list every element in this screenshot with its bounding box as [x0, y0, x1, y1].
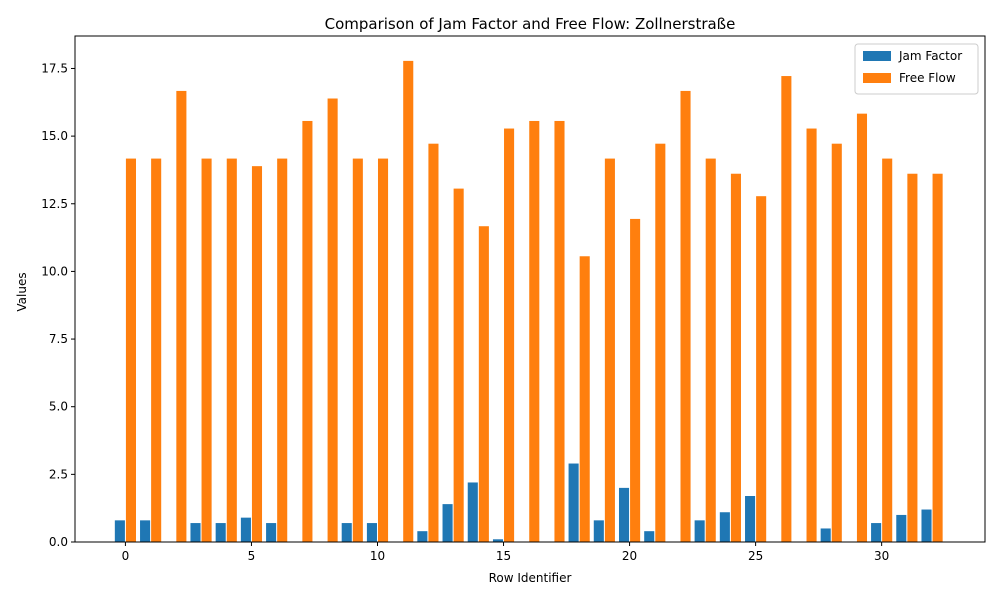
bar-free-flow-13: [453, 188, 464, 543]
bar-jam-factor-9: [341, 523, 352, 542]
bar-free-flow-28: [831, 143, 842, 542]
bar-free-flow-5: [251, 166, 263, 542]
legend-swatch-jam-factor: [863, 51, 891, 61]
legend-label-jam-factor: Jam Factor: [898, 49, 962, 63]
bar-jam-factor-25: [745, 496, 756, 542]
y-tick-label: 12.5: [41, 197, 68, 211]
bar-free-flow-23: [705, 158, 716, 542]
x-tick-label: 5: [248, 549, 256, 563]
bar-free-flow-30: [882, 158, 893, 542]
x-tick-label: 15: [496, 549, 511, 563]
bar-jam-factor-4: [215, 523, 226, 542]
bar-jam-factor-23: [694, 520, 705, 542]
bar-free-flow-20: [630, 218, 641, 543]
bar-free-flow-16: [529, 120, 540, 543]
x-tick-label: 0: [122, 549, 130, 563]
bar-jam-factor-21: [644, 531, 655, 542]
bar-jam-factor-0: [114, 520, 125, 542]
y-tick-label: 15.0: [41, 129, 68, 143]
y-tick-label: 0.0: [49, 535, 68, 549]
bar-free-flow-17: [554, 120, 565, 543]
x-tick-label: 30: [874, 549, 889, 563]
x-tick-label: 20: [622, 549, 637, 563]
legend-swatch-free-flow: [863, 73, 891, 83]
bar-free-flow-11: [403, 60, 414, 542]
bar-jam-factor-24: [719, 512, 730, 542]
bar-jam-factor-28: [820, 528, 831, 542]
y-axis-title: Values: [15, 272, 29, 311]
bar-free-flow-0: [125, 158, 136, 542]
bar-free-flow-21: [655, 143, 666, 542]
bar-free-flow-14: [478, 226, 489, 542]
bar-free-flow-7: [302, 120, 313, 543]
bar-free-flow-1: [151, 158, 162, 542]
x-axis-title: Row Identifier: [489, 571, 572, 585]
bar-jam-factor-19: [593, 520, 604, 542]
legend-label-free-flow: Free Flow: [899, 71, 956, 85]
bar-free-flow-32: [932, 173, 943, 543]
bar-free-flow-15: [504, 128, 515, 543]
bar-free-flow-10: [377, 158, 389, 542]
bar-jam-factor-31: [896, 514, 907, 542]
bar-free-flow-19: [604, 158, 615, 542]
bar-free-flow-24: [730, 173, 741, 543]
bar-jam-factor-14: [467, 482, 478, 542]
bar-jam-factor-18: [568, 463, 579, 542]
bar-jam-factor-12: [417, 531, 428, 542]
bars-layer: [114, 60, 943, 543]
bar-jam-factor-13: [442, 504, 453, 542]
y-tick-label: 7.5: [49, 332, 68, 346]
bar-free-flow-27: [806, 128, 817, 543]
bar-free-flow-9: [352, 158, 363, 542]
bar-free-flow-4: [226, 158, 237, 542]
bar-free-flow-22: [680, 90, 691, 543]
y-tick-label: 10.0: [41, 264, 68, 278]
bar-jam-factor-15: [492, 539, 504, 542]
bar-free-flow-3: [201, 158, 212, 542]
bar-jam-factor-3: [190, 523, 201, 542]
axes-layer: 0 5 10 15 20 25 30 0.0 2.5 5.0 7.5 10.0 12.5 15.0 17.5: [41, 35, 986, 563]
chart-title: Comparison of Jam Factor and Free Flow: …: [325, 15, 736, 33]
y-tick-label: 17.5: [41, 61, 68, 75]
bar-free-flow-31: [907, 173, 918, 543]
bar-jam-factor-10: [366, 523, 377, 542]
bar-free-flow-29: [856, 113, 868, 542]
bar-free-flow-26: [781, 76, 792, 543]
bar-jam-factor-5: [240, 517, 251, 542]
bar-jam-factor-1: [140, 520, 151, 542]
x-tick-label: 10: [370, 549, 385, 563]
bar-free-flow-2: [176, 90, 187, 543]
bar-jam-factor-32: [921, 509, 932, 542]
bar-free-flow-18: [579, 256, 590, 542]
bar-free-flow-25: [756, 196, 767, 542]
bar-jam-factor-6: [266, 523, 277, 542]
plot-frame: [74, 35, 986, 543]
bar-free-flow-12: [428, 143, 439, 542]
bar-jam-factor-30: [871, 523, 882, 542]
bar-free-flow-8: [327, 98, 338, 542]
y-tick-label: 2.5: [49, 467, 68, 481]
bar-jam-factor-20: [618, 487, 630, 542]
y-tick-label: 5.0: [49, 400, 68, 414]
bar-free-flow-6: [277, 158, 288, 542]
x-tick-label: 25: [748, 549, 763, 563]
legend: Jam Factor Free Flow: [854, 43, 979, 95]
